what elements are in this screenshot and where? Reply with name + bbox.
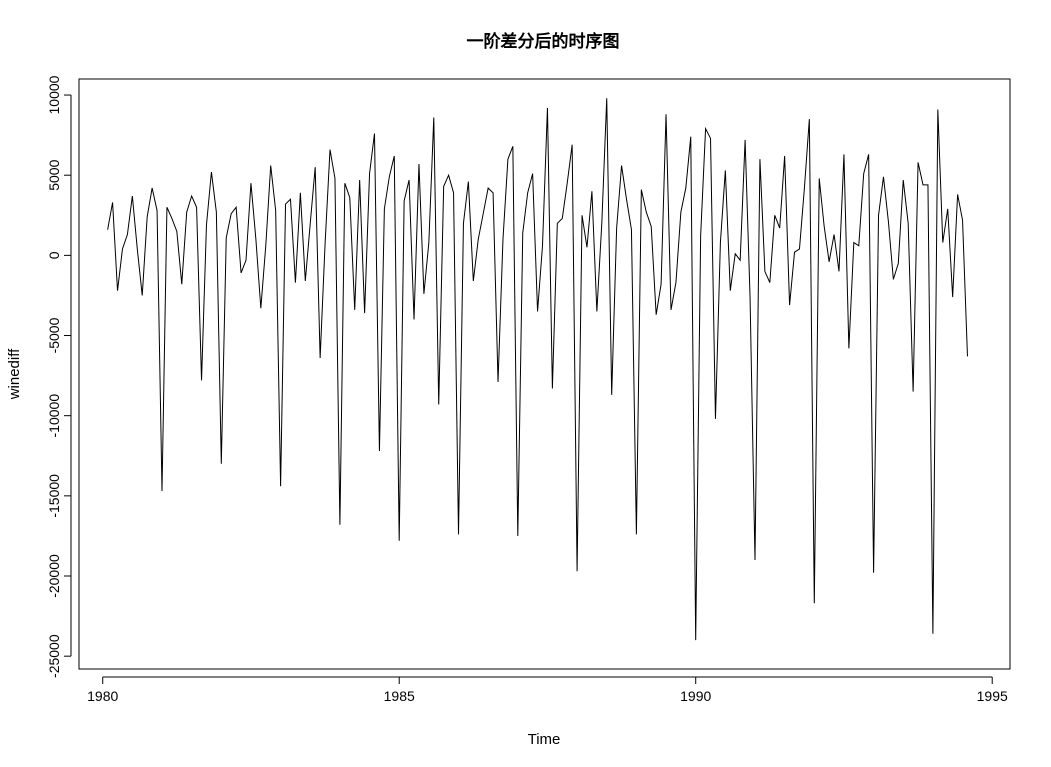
x-tick-label: 1995	[977, 688, 1008, 704]
y-tick-label: 0	[46, 251, 62, 259]
x-axis: 1980 1985 1990 1995	[87, 676, 1008, 704]
y-tick-label: -10000	[46, 394, 62, 438]
y-tick-label: -20000	[46, 554, 62, 598]
plot-frame	[78, 78, 1011, 670]
x-tick-label: 1990	[680, 688, 711, 704]
x-tick-label: 1980	[87, 688, 118, 704]
x-axis-label: Time	[528, 731, 561, 748]
y-tick-label: -5000	[46, 317, 62, 353]
chart-title: 一阶差分后的时序图	[467, 31, 620, 52]
y-tick-label: -25000	[46, 634, 62, 678]
x-tick-label: 1985	[384, 688, 415, 704]
y-tick-label: 10000	[46, 75, 62, 114]
series-line-winediff	[107, 98, 968, 641]
y-tick-label: 5000	[46, 159, 62, 190]
y-axis: 10000 5000 0 -5000 -10000 -15000 -20000 -25000	[46, 75, 72, 678]
y-tick-label: -15000	[46, 474, 62, 518]
y-axis-label: winediff	[6, 348, 23, 400]
